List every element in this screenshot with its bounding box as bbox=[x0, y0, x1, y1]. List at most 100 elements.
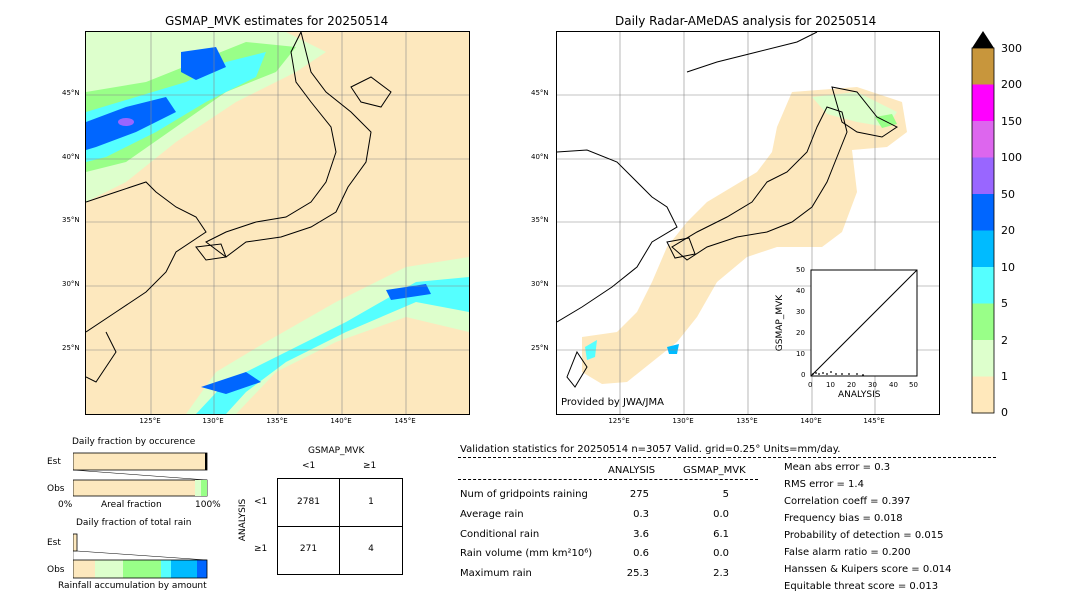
total-rain-seg-5 bbox=[123, 560, 161, 578]
colorbar-segment bbox=[972, 230, 994, 268]
right-lat-35: 35°N bbox=[531, 216, 549, 224]
left-lon-145: 145°E bbox=[394, 417, 416, 425]
scatter-points bbox=[812, 371, 864, 376]
contingency-cell-ge-ge: 4 bbox=[368, 544, 374, 554]
scatter-point bbox=[835, 373, 837, 375]
validation-header-rule bbox=[458, 457, 996, 458]
scatter-diagonal bbox=[810, 269, 918, 377]
occurrence-connector bbox=[73, 469, 208, 481]
score-frequency-bias: Frequency bias = 0.018 bbox=[784, 513, 903, 524]
right-lon-130: 130°E bbox=[672, 417, 694, 425]
occurrence-est-rain bbox=[205, 453, 207, 470]
total-rain-seg-1 bbox=[73, 560, 95, 578]
total-rain-est-bar bbox=[73, 533, 78, 552]
scatter-point bbox=[848, 373, 850, 375]
score-hk: Hanssen & Kuipers score = 0.014 bbox=[784, 564, 952, 575]
right-lon-145: 145°E bbox=[863, 417, 885, 425]
validation-row-gsmap: 6.1 bbox=[713, 529, 729, 540]
occurrence-bars bbox=[73, 452, 208, 497]
scatter-ylabel: GSMAP_MVK bbox=[775, 294, 786, 352]
colorbar-segment bbox=[972, 48, 994, 85]
scatter-ytick-20: 20 bbox=[796, 329, 805, 337]
occurrence-title: Daily fraction by occurence bbox=[72, 437, 196, 447]
left-lat-45: 45°N bbox=[62, 89, 80, 97]
colorbar-frame bbox=[971, 47, 995, 414]
left-map-panel bbox=[85, 31, 470, 415]
right-map-title: Daily Radar-AMeDAS analysis for 20250514 bbox=[615, 14, 877, 28]
validation-row-gsmap: 0.0 bbox=[713, 509, 729, 520]
colorbar-label-5: 5 bbox=[1001, 297, 1008, 310]
scatter-xlabel: ANALYSIS bbox=[838, 390, 881, 400]
occurrence-obs-light bbox=[195, 480, 201, 496]
colorbar-label-2: 2 bbox=[1001, 334, 1008, 347]
total-rain-connector bbox=[76, 550, 208, 561]
validation-row-analysis: 25.3 bbox=[626, 568, 649, 579]
right-rain-blue-s bbox=[667, 344, 679, 354]
contingency-cell-lt-ge: 1 bbox=[368, 497, 374, 507]
total-rain-bars bbox=[73, 533, 208, 579]
total-rain-seg-2 bbox=[95, 560, 123, 578]
scatter-xtick-40: 40 bbox=[889, 381, 898, 389]
occurrence-est-bar bbox=[73, 452, 208, 471]
colorbar-segment bbox=[972, 121, 994, 158]
scatter-xtick-0: 0 bbox=[808, 381, 813, 389]
left-rain-band-south-cyan bbox=[196, 277, 469, 414]
occurrence-est-label: Est bbox=[47, 457, 61, 467]
occurrence-axis-mid: Areal fraction bbox=[101, 500, 162, 510]
total-rain-seg-10 bbox=[161, 560, 171, 578]
scatter-xtick-30: 30 bbox=[868, 381, 877, 389]
right-map-svg bbox=[557, 32, 939, 414]
right-map-coastline bbox=[557, 32, 898, 388]
colorbar-label-10: 10 bbox=[1001, 261, 1015, 274]
score-rms-error: RMS error = 1.4 bbox=[784, 479, 864, 490]
left-map-title: GSMAP_MVK estimates for 20250514 bbox=[165, 14, 389, 28]
scatter-xtick-10: 10 bbox=[826, 381, 835, 389]
colorbar-segment bbox=[972, 303, 994, 341]
right-lat-25: 25°N bbox=[531, 344, 549, 352]
colorbar bbox=[971, 31, 995, 414]
total-rain-seg-50 bbox=[197, 560, 207, 578]
validation-row-gsmap: 5 bbox=[722, 489, 729, 500]
occurrence-obs-green bbox=[201, 480, 207, 496]
scatter-point bbox=[815, 372, 817, 374]
left-lon-135: 135°E bbox=[266, 417, 288, 425]
left-lat-35: 35°N bbox=[62, 216, 80, 224]
colorbar-label-150: 150 bbox=[1001, 115, 1022, 128]
right-lon-135: 135°E bbox=[736, 417, 758, 425]
right-lat-40: 40°N bbox=[531, 153, 549, 161]
colorbar-segments bbox=[972, 48, 994, 414]
contingency-table: 2781 1 271 4 bbox=[277, 478, 403, 575]
scatter-xtick-50: 50 bbox=[909, 381, 918, 389]
left-lat-40: 40°N bbox=[62, 153, 80, 161]
occurrence-axis-left: 0% bbox=[58, 500, 73, 510]
left-lat-30: 30°N bbox=[62, 280, 80, 288]
colorbar-label-20: 20 bbox=[1001, 224, 1015, 237]
validation-row-label: Conditional rain bbox=[460, 529, 540, 540]
scatter-point bbox=[818, 373, 820, 375]
right-lon-125: 125°E bbox=[608, 417, 630, 425]
left-map-grid bbox=[86, 32, 469, 414]
scatter-point bbox=[822, 372, 824, 374]
contingency-hdivider bbox=[278, 526, 402, 527]
left-rain-core-purple bbox=[118, 118, 134, 126]
left-rain-band-cyan bbox=[86, 52, 266, 162]
scatter-point bbox=[862, 374, 864, 376]
validation-row-gsmap: 0.0 bbox=[713, 548, 729, 559]
validation-row-label: Maximum rain bbox=[460, 568, 532, 579]
validation-col-rule bbox=[458, 479, 758, 480]
colorbar-segment bbox=[972, 376, 994, 414]
occurrence-axis-right: 100% bbox=[195, 500, 221, 510]
right-map-panel bbox=[556, 31, 940, 415]
left-lon-130: 130°E bbox=[202, 417, 224, 425]
score-mean-abs-error: Mean abs error = 0.3 bbox=[784, 462, 891, 473]
scatter-ytick-0: 0 bbox=[801, 371, 806, 379]
total-rain-footer: Rainfall accumulation by amount bbox=[58, 581, 207, 591]
left-lon-140: 140°E bbox=[330, 417, 352, 425]
left-rain-core-blue-2 bbox=[181, 47, 226, 80]
scatter-ytick-30: 30 bbox=[796, 308, 805, 316]
left-map-svg bbox=[86, 32, 469, 414]
colorbar-label-0: 0 bbox=[1001, 406, 1008, 419]
validation-row-label: Average rain bbox=[460, 509, 524, 520]
scatter-point bbox=[826, 373, 828, 375]
score-far: False alarm ratio = 0.200 bbox=[784, 547, 911, 558]
